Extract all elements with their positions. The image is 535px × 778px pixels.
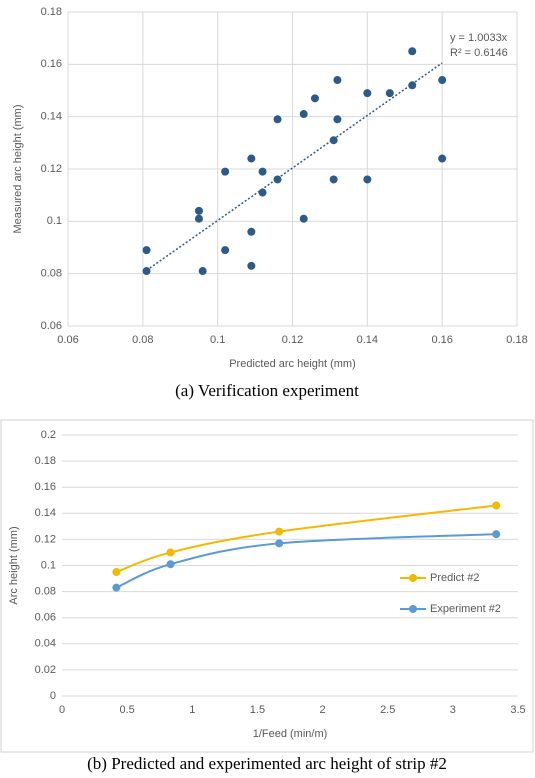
- point: [142, 246, 151, 255]
- y-tick-label: 0.08: [35, 586, 56, 598]
- x-tick-label: 0.08: [132, 334, 153, 346]
- point: [273, 115, 282, 124]
- y-tick-label: 0.06: [41, 320, 62, 332]
- point: [310, 94, 319, 103]
- x-tick-label: 0.16: [431, 334, 452, 346]
- y-tick-label: 0.12: [41, 163, 62, 175]
- caption: (b) Predicted and experimented arc heigh…: [87, 754, 447, 773]
- y-tick-label: 0.12: [35, 533, 56, 545]
- point: [273, 175, 282, 184]
- annotation: R² = 0.6146: [450, 47, 508, 59]
- x-tick-label: 0.14: [357, 334, 378, 346]
- point: [194, 214, 203, 223]
- point: [438, 154, 447, 163]
- caption: (a) Verification experiment: [175, 381, 359, 400]
- y-tick-label: 0.1: [47, 215, 62, 227]
- line: [115, 504, 497, 573]
- y-tick-label: 0.04: [35, 638, 56, 650]
- legend-label: Experiment #2: [430, 603, 501, 615]
- point: [221, 167, 230, 176]
- x-axis-title: Predicted arc height (mm): [229, 358, 356, 370]
- point: [247, 261, 256, 270]
- y-tick-label: 0.16: [35, 481, 56, 493]
- y-tick-label: 0.02: [35, 664, 56, 676]
- y-axis-title: Arc height (mm): [8, 526, 20, 604]
- point: [385, 89, 394, 98]
- y-tick-label: 0.2: [41, 429, 56, 441]
- point: [363, 175, 372, 184]
- y-tick-label: 0.06: [35, 612, 56, 624]
- point: [247, 227, 256, 236]
- point: [198, 267, 207, 276]
- line: [115, 533, 497, 589]
- point: [363, 89, 372, 98]
- point: [299, 110, 308, 119]
- legend-marker: [409, 574, 417, 582]
- trendline: [146, 62, 443, 271]
- point: [438, 76, 447, 85]
- point: [492, 530, 501, 539]
- point: [275, 527, 284, 536]
- y-tick-label: 0.08: [41, 268, 62, 280]
- point: [408, 47, 417, 56]
- point: [329, 136, 338, 145]
- legend-label: Predict #2: [430, 572, 480, 584]
- point: [299, 214, 308, 223]
- y-tick-label: 0.14: [35, 507, 56, 519]
- x-tick-label: 0.12: [282, 334, 303, 346]
- x-tick-label: 0.18: [506, 334, 527, 346]
- x-tick-label: 3: [450, 704, 456, 716]
- x-tick-label: 2: [320, 704, 326, 716]
- point: [258, 188, 267, 197]
- y-tick-label: 0.16: [41, 58, 62, 70]
- chart-frame: [0, 419, 534, 753]
- y-tick-label: 0.18: [41, 6, 62, 18]
- x-tick-label: 0: [59, 704, 65, 716]
- point: [329, 175, 338, 184]
- point: [258, 167, 267, 176]
- y-tick-label: 0.14: [41, 111, 62, 123]
- x-tick-label: 0.06: [57, 334, 78, 346]
- annotation: y = 1.0033x: [450, 32, 508, 44]
- point: [166, 560, 175, 569]
- point: [492, 501, 501, 510]
- x-tick-label: 3.5: [510, 704, 525, 716]
- y-tick-label: 0.1: [41, 559, 56, 571]
- legend-marker: [409, 605, 417, 613]
- point: [166, 548, 175, 557]
- y-axis-title: Measured arc height (mm): [12, 105, 24, 234]
- point: [247, 154, 256, 163]
- point: [333, 115, 342, 124]
- point: [221, 246, 230, 255]
- y-tick-label: 0.18: [35, 455, 56, 467]
- x-tick-label: 0.1: [210, 334, 225, 346]
- point: [194, 206, 203, 215]
- x-axis-title: 1/Feed (min/m): [253, 728, 328, 740]
- point: [408, 81, 417, 90]
- point: [142, 267, 151, 276]
- point: [112, 568, 121, 577]
- x-tick-label: 1.5: [250, 704, 265, 716]
- x-tick-label: 1: [189, 704, 195, 716]
- point: [275, 539, 284, 548]
- y-tick-label: 0: [50, 690, 56, 702]
- point: [333, 76, 342, 85]
- x-tick-label: 2.5: [380, 704, 395, 716]
- point: [112, 583, 121, 592]
- x-tick-label: 0.5: [119, 704, 134, 716]
